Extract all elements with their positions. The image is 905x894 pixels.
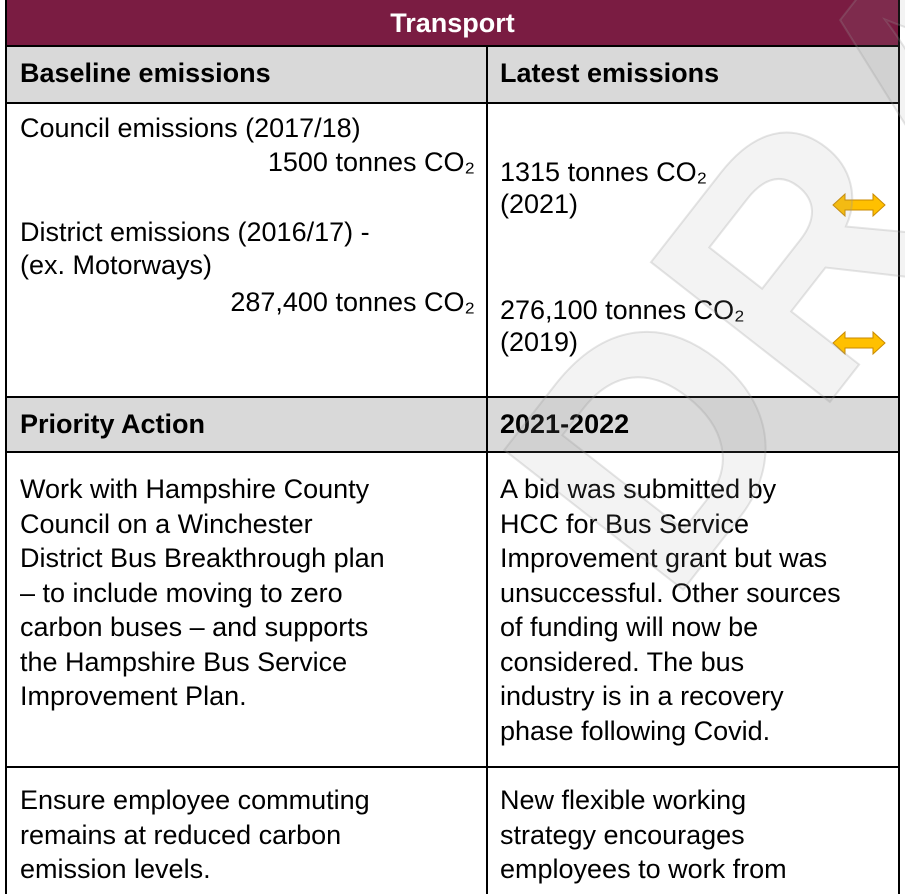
progress-text: A bid was submitted by <box>500 474 777 504</box>
action-text: Work with Hampshire County <box>20 474 370 504</box>
progress-text: phase following Covid. <box>500 715 771 746</box>
action-text: District Bus Breakthrough plan <box>20 543 385 573</box>
action-text: the Hampshire Bus Service <box>20 646 348 677</box>
baseline-value: 287,400 tonnes CO₂ <box>230 287 475 317</box>
action-header-bg <box>5 397 900 452</box>
progress-text: New flexible working <box>500 785 747 815</box>
progress-text: unsuccessful. Other sources <box>500 577 841 608</box>
rule <box>5 451 900 453</box>
progress-text: HCC for Bus Service <box>500 508 750 539</box>
progress-text: employees to work from <box>500 854 787 884</box>
baseline-value: 1500 tonnes CO₂ <box>267 147 475 177</box>
progress-text: of funding will now be <box>500 612 759 642</box>
progress-text: strategy encourages <box>500 819 745 850</box>
latest-value: 1315 tonnes CO₂ <box>500 157 708 187</box>
rule <box>486 46 488 894</box>
action-text: carbon buses – and supports <box>20 612 369 642</box>
latest-value: (2021) <box>500 189 579 219</box>
progress-text: Improvement grant but was <box>500 543 828 573</box>
action-text: – to include moving to zero <box>20 577 343 608</box>
action-text: remains at reduced carbon <box>20 819 342 850</box>
action-text: Improvement Plan. <box>20 681 247 711</box>
baseline-label: (ex. Motorways) <box>20 250 213 280</box>
column-header: 2021-2022 <box>500 409 630 439</box>
arrow <box>832 330 886 356</box>
action-text: Ensure employee commuting <box>20 785 370 815</box>
rule <box>5 766 900 768</box>
title: Transport <box>390 8 515 38</box>
column-header: Baseline emissions <box>20 58 271 88</box>
header-bg <box>5 46 900 103</box>
progress-text: considered. The bus <box>500 646 745 677</box>
latest-value: (2019) <box>500 327 579 357</box>
rule <box>5 396 900 398</box>
column-header: Priority Action <box>20 409 206 439</box>
baseline-label: District emissions (2016/17) - <box>20 217 370 247</box>
progress-text: industry is in a recovery <box>500 681 784 711</box>
action-text: Council on a Winchester <box>20 508 313 539</box>
baseline-label: Council emissions (2017/18) <box>20 113 361 143</box>
rule <box>898 0 900 894</box>
rule <box>5 0 7 894</box>
rule <box>5 45 900 47</box>
action-text: emission levels. <box>20 854 211 884</box>
rule <box>5 102 900 104</box>
latest-value: 276,100 tonnes CO₂ <box>500 295 745 325</box>
column-header: Latest emissions <box>500 58 720 88</box>
title-bar <box>5 0 900 46</box>
arrow <box>832 192 886 218</box>
